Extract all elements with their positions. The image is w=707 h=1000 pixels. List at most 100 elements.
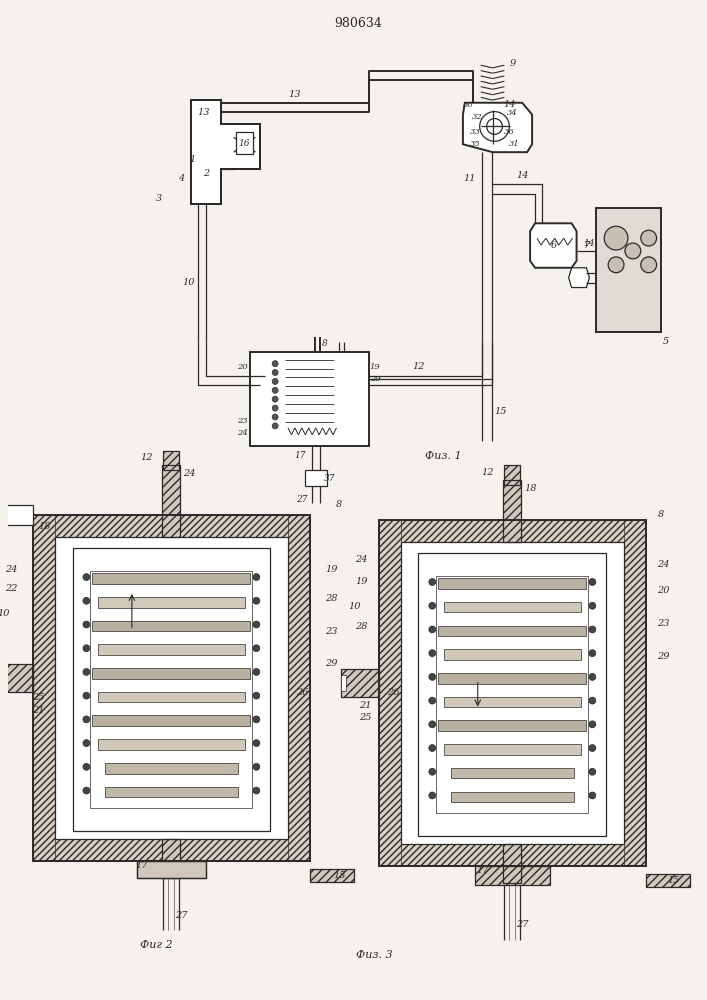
Text: 21: 21 bbox=[359, 701, 371, 710]
Text: 29: 29 bbox=[370, 375, 380, 383]
Bar bbox=[436, 576, 588, 813]
Text: 6: 6 bbox=[551, 241, 557, 250]
Circle shape bbox=[429, 792, 436, 799]
Text: 8: 8 bbox=[658, 510, 664, 519]
Bar bbox=[503, 480, 521, 542]
Polygon shape bbox=[596, 208, 660, 332]
Polygon shape bbox=[530, 223, 576, 268]
Circle shape bbox=[83, 621, 90, 628]
Circle shape bbox=[83, 597, 90, 604]
Bar bbox=[90, 548, 252, 571]
Circle shape bbox=[253, 574, 260, 581]
Bar bbox=[288, 515, 310, 861]
Text: 14: 14 bbox=[516, 171, 528, 180]
Circle shape bbox=[83, 692, 90, 699]
Polygon shape bbox=[438, 720, 586, 731]
Circle shape bbox=[589, 650, 596, 657]
Bar bbox=[163, 465, 180, 537]
Text: 29: 29 bbox=[658, 652, 670, 661]
Circle shape bbox=[429, 768, 436, 775]
Text: 19: 19 bbox=[370, 363, 380, 371]
Polygon shape bbox=[0, 505, 33, 525]
Text: 8: 8 bbox=[322, 339, 327, 348]
Polygon shape bbox=[444, 602, 580, 612]
Text: 17: 17 bbox=[136, 861, 148, 870]
Bar bbox=[235, 132, 253, 154]
Bar bbox=[136, 861, 206, 878]
Bar bbox=[163, 839, 180, 878]
Text: 24: 24 bbox=[237, 429, 248, 437]
Text: 27: 27 bbox=[296, 495, 308, 504]
Circle shape bbox=[83, 668, 90, 675]
Text: 13: 13 bbox=[198, 108, 210, 117]
Polygon shape bbox=[98, 692, 245, 702]
Bar bbox=[436, 553, 588, 576]
Circle shape bbox=[429, 697, 436, 704]
Circle shape bbox=[625, 243, 641, 259]
Text: 32: 32 bbox=[472, 113, 483, 121]
Bar bbox=[252, 548, 270, 831]
Text: 7: 7 bbox=[583, 241, 590, 250]
Text: 20: 20 bbox=[237, 363, 248, 371]
Circle shape bbox=[589, 697, 596, 704]
Bar bbox=[401, 542, 624, 844]
Text: 28: 28 bbox=[325, 594, 338, 603]
Circle shape bbox=[429, 602, 436, 609]
Circle shape bbox=[589, 602, 596, 609]
Text: 3: 3 bbox=[156, 194, 162, 203]
Polygon shape bbox=[444, 697, 580, 707]
Polygon shape bbox=[568, 268, 590, 288]
Circle shape bbox=[480, 112, 509, 141]
Text: 29: 29 bbox=[325, 659, 338, 668]
Polygon shape bbox=[451, 768, 573, 778]
Bar bbox=[33, 515, 310, 537]
Circle shape bbox=[253, 787, 260, 794]
Polygon shape bbox=[98, 739, 245, 750]
Text: 15: 15 bbox=[494, 407, 507, 416]
Bar bbox=[379, 844, 645, 866]
Polygon shape bbox=[451, 792, 573, 802]
Circle shape bbox=[589, 626, 596, 633]
Circle shape bbox=[253, 668, 260, 675]
Circle shape bbox=[641, 257, 657, 273]
Bar bbox=[645, 874, 690, 887]
Circle shape bbox=[608, 257, 624, 273]
Bar bbox=[341, 669, 379, 697]
Text: 12: 12 bbox=[481, 468, 494, 477]
Text: 24: 24 bbox=[5, 565, 18, 574]
Polygon shape bbox=[93, 715, 250, 726]
Polygon shape bbox=[438, 626, 586, 636]
Bar bbox=[73, 548, 90, 831]
Text: 23: 23 bbox=[325, 627, 338, 636]
Bar bbox=[163, 451, 180, 470]
Text: 26: 26 bbox=[296, 688, 308, 697]
Polygon shape bbox=[93, 573, 250, 584]
Bar bbox=[310, 869, 354, 882]
Circle shape bbox=[272, 361, 278, 367]
Circle shape bbox=[83, 645, 90, 652]
Text: 5: 5 bbox=[662, 337, 669, 346]
Polygon shape bbox=[191, 100, 260, 204]
Polygon shape bbox=[93, 668, 250, 679]
Text: 2: 2 bbox=[203, 169, 209, 178]
Text: 10: 10 bbox=[182, 278, 194, 287]
Polygon shape bbox=[444, 744, 580, 755]
Circle shape bbox=[253, 740, 260, 747]
Bar bbox=[305, 470, 327, 486]
Text: 8: 8 bbox=[337, 500, 342, 509]
Bar bbox=[136, 861, 206, 878]
Text: 35: 35 bbox=[469, 140, 480, 148]
Circle shape bbox=[253, 621, 260, 628]
Circle shape bbox=[604, 226, 628, 250]
Text: 18: 18 bbox=[39, 522, 51, 531]
Text: Физ. 1: Физ. 1 bbox=[425, 451, 462, 461]
Text: 19: 19 bbox=[325, 565, 338, 574]
Circle shape bbox=[83, 716, 90, 723]
Bar bbox=[73, 813, 270, 831]
Circle shape bbox=[272, 378, 278, 384]
Bar bbox=[419, 553, 436, 836]
Bar bbox=[419, 553, 606, 836]
Bar bbox=[73, 548, 270, 566]
Bar bbox=[90, 571, 252, 808]
Circle shape bbox=[589, 721, 596, 728]
